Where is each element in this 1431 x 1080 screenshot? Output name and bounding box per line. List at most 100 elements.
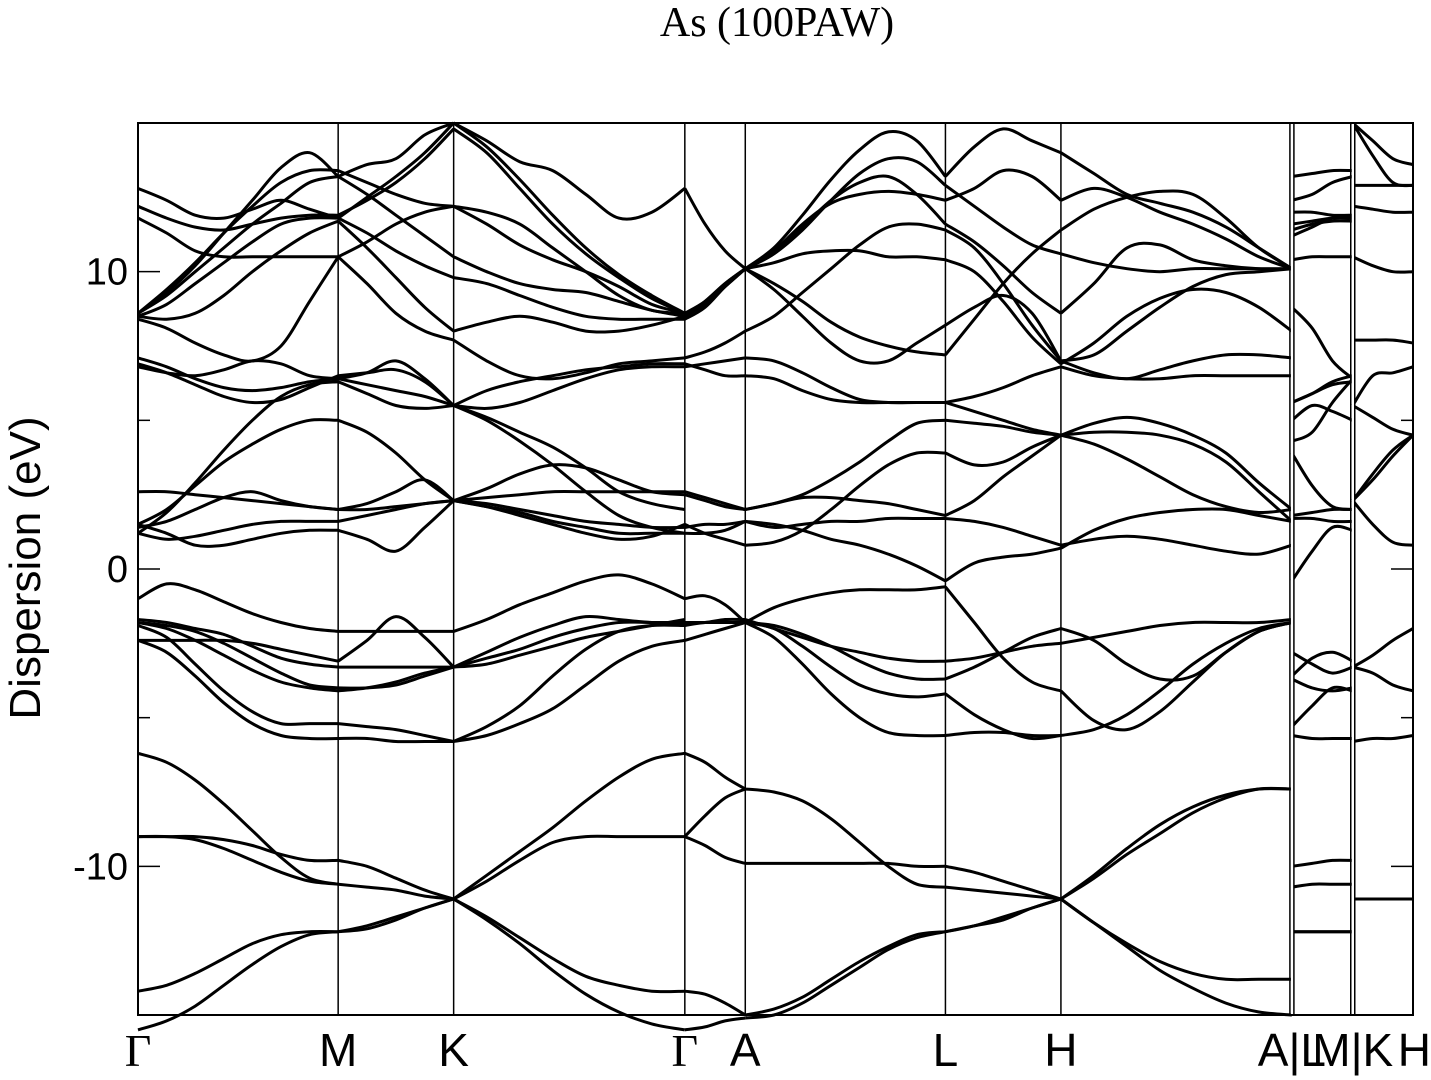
- band-line-K-Γ-16: [453, 404, 686, 535]
- y-tick-label: -10: [73, 846, 128, 888]
- band-line-Γ-A-1: [684, 989, 747, 1017]
- band-line-Γ-M-24: [137, 175, 339, 315]
- band-line-H-A-11: [1060, 433, 1293, 515]
- band-line-M-K-16: [337, 380, 454, 410]
- band-line-Γ-A-11: [684, 519, 746, 529]
- y-axis-ticks: -10 0 10: [73, 122, 1413, 1016]
- band-line-L-H-13: [945, 418, 1062, 437]
- band-line-M-K-14: [337, 478, 455, 511]
- band-line-L-M-3: [1291, 882, 1353, 889]
- band-line-H-A-9: [1060, 507, 1293, 550]
- band-line-H-A-15: [1060, 287, 1293, 366]
- band-line-Γ-M-25: [137, 168, 339, 315]
- band-line-K-Γ-15: [453, 404, 686, 511]
- band-line-Γ-M-2: [138, 834, 339, 863]
- band-line-M-K-28: [337, 121, 455, 178]
- band-line-A-L-11: [744, 495, 946, 517]
- band-line-A-L-1: [744, 930, 946, 1017]
- band-line-K-Γ-17: [452, 362, 685, 407]
- band-line-Γ-A-0: [684, 1016, 746, 1032]
- band-line-L-M-6: [1291, 677, 1354, 693]
- band-line-L-H-9: [945, 517, 1062, 547]
- band-line-K-H-4: [1352, 627, 1414, 669]
- band-line-K-H-3: [1352, 665, 1414, 693]
- band-line-M-K-22: [337, 216, 455, 279]
- band-line-L-H-11: [944, 433, 1062, 517]
- plot-frame: [137, 122, 1414, 1016]
- band-line-K-Γ-3: [452, 751, 686, 901]
- band-line-L-H-5: [944, 692, 1062, 741]
- band-line-Γ-M-10: [137, 638, 339, 663]
- band-line-H-A-1: [1060, 897, 1293, 1017]
- band-line-K-H-9: [1351, 365, 1414, 407]
- band-line-K-H-6: [1351, 434, 1415, 502]
- band-line-L-M-24: [1291, 215, 1353, 238]
- band-line-Γ-A-14: [684, 490, 746, 511]
- band-line-H-A-2: [1060, 786, 1292, 901]
- band-line-H-A-8: [1060, 534, 1293, 556]
- band-line-Γ-M-5: [137, 638, 339, 741]
- band-line-Γ-M-7: [137, 621, 339, 693]
- band-line-K-Γ-18: [453, 365, 685, 410]
- band-line-L-H-21: [944, 168, 1062, 202]
- x-axis-ticks: Γ M K Γ A L H A|LM|K H: [125, 1024, 1431, 1076]
- band-line-Γ-M-12: [137, 522, 339, 548]
- band-line-K-Γ-1: [452, 897, 685, 994]
- chart-title: As (100PAW): [660, 0, 894, 46]
- band-line-L-M-10: [1291, 516, 1353, 524]
- x-tick-label: A: [730, 1024, 761, 1076]
- x-tick-label: H: [1398, 1024, 1431, 1076]
- x-tick-label: K: [438, 1024, 469, 1076]
- band-line-H-A-21: [1060, 189, 1293, 270]
- band-line-L-H-10: [944, 546, 1062, 583]
- band-line-H-A-14: [1060, 352, 1293, 381]
- band-line-K-H-5: [1351, 499, 1414, 547]
- band-line-H-A-10: [1060, 430, 1293, 523]
- band-line-A-L-10: [745, 519, 947, 583]
- band-line-L-M-16: [1291, 377, 1354, 443]
- band-line-K-Γ-7: [453, 620, 685, 669]
- x-tick-label: L: [933, 1024, 959, 1076]
- band-line-A-L-14: [745, 374, 946, 405]
- band-line-K-Γ-24: [452, 204, 686, 315]
- band-line-M-K-7: [338, 665, 455, 690]
- band-line-A-L-2: [745, 861, 946, 869]
- band-line-A-L-16: [744, 222, 946, 333]
- path-break-0: [1290, 123, 1294, 1015]
- band-line-A-L-9: [744, 516, 946, 529]
- band-line-Γ-A-9: [684, 617, 746, 625]
- x-tick-label: A|L: [1258, 1024, 1326, 1076]
- band-line-M-K-9: [337, 615, 455, 669]
- band-line-M-K-20: [337, 255, 455, 342]
- band-line-K-Γ-2: [452, 834, 685, 901]
- band-line-A-L-20: [744, 130, 947, 270]
- band-line-L-H-7: [944, 585, 1062, 693]
- band-line-Γ-M-19: [137, 356, 339, 393]
- band-line-Γ-M-0: [137, 930, 339, 1032]
- band-line-L-M-4: [1291, 734, 1353, 741]
- band-line-Γ-M-11: [137, 582, 339, 633]
- band-line-M-K-23: [337, 175, 455, 259]
- band-line-L-H-12: [944, 433, 1062, 467]
- band-line-L-H-23: [944, 228, 1062, 356]
- band-line-K-Γ-23: [453, 204, 685, 315]
- band-line-Γ-A-13: [684, 523, 746, 547]
- band-line-Γ-M-4: [137, 751, 339, 886]
- band-line-K-H-11: [1352, 255, 1414, 274]
- band-line-L-M-18: [1291, 255, 1353, 262]
- x-tick-label: M|K: [1312, 1024, 1393, 1076]
- band-line-L-M-7: [1291, 650, 1354, 675]
- band-line-L-H-14: [944, 401, 1062, 437]
- x-tick-label: M: [319, 1024, 357, 1076]
- x-tick-label: Γ: [672, 1025, 699, 1076]
- band-line-Γ-A-17: [684, 329, 747, 360]
- band-line-M-K-3: [338, 882, 454, 901]
- band-line-L-H-18: [944, 222, 1062, 315]
- band-line-L-M-21: [1291, 210, 1353, 217]
- band-line-L-H-2: [945, 864, 1062, 901]
- y-tick-label: 0: [107, 549, 128, 591]
- band-line-Γ-M-3: [137, 834, 339, 886]
- band-line-Γ-M-8: [137, 621, 339, 690]
- band-line-Γ-A-10: [684, 520, 746, 536]
- y-axis-label: Dispersion (eV): [1, 416, 50, 719]
